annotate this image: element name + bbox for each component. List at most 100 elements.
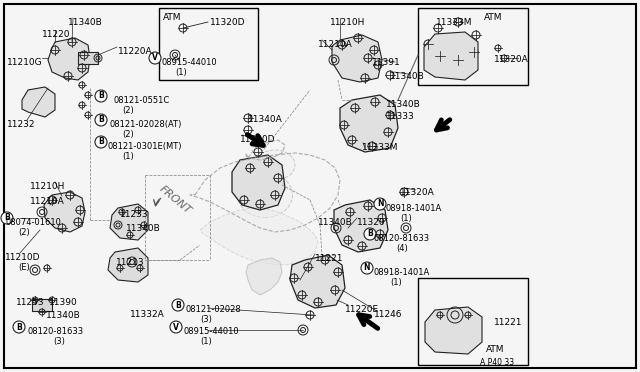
Polygon shape	[334, 200, 388, 252]
Text: B: B	[98, 92, 104, 100]
Circle shape	[361, 262, 373, 274]
Text: A P40 33: A P40 33	[480, 358, 514, 367]
Text: 11220A: 11220A	[118, 47, 152, 56]
Text: B: B	[175, 301, 181, 310]
Text: 11221: 11221	[494, 318, 522, 327]
Text: 11210H: 11210H	[30, 182, 65, 191]
Circle shape	[374, 198, 386, 210]
Text: 11320D: 11320D	[210, 18, 246, 27]
Ellipse shape	[255, 150, 295, 180]
Bar	[418, 278, 528, 365]
Polygon shape	[424, 32, 478, 80]
Text: 11340B: 11340B	[126, 224, 161, 233]
Text: 11253: 11253	[16, 298, 45, 307]
Text: ATM: ATM	[486, 345, 504, 354]
Circle shape	[95, 114, 107, 126]
Polygon shape	[110, 204, 148, 240]
Text: 11210A: 11210A	[318, 40, 353, 49]
Polygon shape	[332, 35, 382, 82]
Polygon shape	[246, 258, 282, 295]
Circle shape	[364, 228, 376, 240]
Bar	[78, 52, 98, 64]
Polygon shape	[290, 255, 345, 308]
Polygon shape	[340, 95, 398, 152]
Text: 11340B: 11340B	[390, 72, 425, 81]
Polygon shape	[44, 192, 85, 232]
Text: 11210A: 11210A	[30, 197, 65, 206]
Text: 11340B: 11340B	[386, 100, 420, 109]
Text: B: B	[4, 214, 10, 222]
Text: 11220E: 11220E	[345, 305, 379, 314]
Text: B: B	[367, 230, 373, 238]
Text: 11220: 11220	[42, 30, 70, 39]
Text: 11333M: 11333M	[362, 143, 399, 152]
Text: (1): (1)	[390, 278, 402, 287]
Text: 11233: 11233	[120, 210, 148, 219]
Text: 11340B: 11340B	[318, 218, 353, 227]
Text: 08121-0301E(MT): 08121-0301E(MT)	[107, 142, 182, 151]
Text: 08121-0551C: 08121-0551C	[113, 96, 169, 105]
Text: 11391: 11391	[372, 58, 401, 67]
Text: 08120-81633: 08120-81633	[28, 327, 84, 336]
Text: (3): (3)	[53, 337, 65, 346]
Text: B: B	[16, 323, 22, 331]
Text: 08915-44010: 08915-44010	[162, 58, 218, 67]
Text: ATM: ATM	[163, 13, 182, 22]
Text: ATM: ATM	[484, 13, 502, 22]
Text: 11333M: 11333M	[436, 18, 472, 27]
Text: 11340B: 11340B	[68, 18, 103, 27]
Text: (1): (1)	[122, 152, 134, 161]
Text: (E): (E)	[18, 263, 29, 272]
Text: 11340A: 11340A	[248, 115, 283, 124]
Text: V: V	[173, 323, 179, 331]
Text: 11333: 11333	[386, 112, 415, 121]
Text: 11340B: 11340B	[46, 311, 81, 320]
Bar	[32, 299, 52, 311]
Polygon shape	[48, 38, 90, 80]
Bar	[159, 8, 258, 80]
Polygon shape	[232, 155, 285, 210]
Text: 11390: 11390	[49, 298, 77, 307]
Text: N: N	[364, 263, 371, 273]
Polygon shape	[200, 208, 318, 265]
Text: 11210H: 11210H	[330, 18, 365, 27]
Text: (1): (1)	[175, 68, 187, 77]
Text: 08120-81633: 08120-81633	[374, 234, 430, 243]
Text: 08121-02028: 08121-02028	[186, 305, 242, 314]
Text: 08918-1401A: 08918-1401A	[374, 268, 430, 277]
Text: 11340D: 11340D	[240, 135, 275, 144]
Bar	[418, 8, 528, 85]
Text: 11221: 11221	[315, 254, 344, 263]
Text: 11210D: 11210D	[5, 253, 40, 262]
Text: 11232: 11232	[7, 120, 35, 129]
Text: B: B	[98, 138, 104, 147]
Text: (1): (1)	[400, 214, 412, 223]
Circle shape	[95, 90, 107, 102]
Text: 11332A: 11332A	[130, 310, 164, 319]
Circle shape	[95, 136, 107, 148]
Ellipse shape	[237, 173, 292, 218]
Polygon shape	[22, 87, 55, 117]
Text: 11213: 11213	[116, 258, 145, 267]
Text: 08918-1401A: 08918-1401A	[386, 204, 442, 213]
Text: 11320: 11320	[357, 218, 386, 227]
Text: 11320A: 11320A	[400, 188, 435, 197]
Circle shape	[13, 321, 25, 333]
Text: (4): (4)	[396, 244, 408, 253]
Text: FRONT: FRONT	[157, 184, 193, 216]
Text: (2): (2)	[122, 106, 134, 115]
Polygon shape	[108, 248, 148, 282]
Text: B: B	[98, 115, 104, 125]
Text: 11320A: 11320A	[494, 55, 529, 64]
Text: N: N	[377, 199, 383, 208]
Text: 08915-44010: 08915-44010	[183, 327, 239, 336]
Text: (2): (2)	[122, 130, 134, 139]
Text: 08074-01610: 08074-01610	[5, 218, 61, 227]
Circle shape	[172, 299, 184, 311]
Text: (3): (3)	[200, 315, 212, 324]
Polygon shape	[425, 307, 482, 354]
Text: (1): (1)	[200, 337, 212, 346]
Text: 11246: 11246	[374, 310, 403, 319]
Text: 11210G: 11210G	[7, 58, 43, 67]
Circle shape	[170, 321, 182, 333]
